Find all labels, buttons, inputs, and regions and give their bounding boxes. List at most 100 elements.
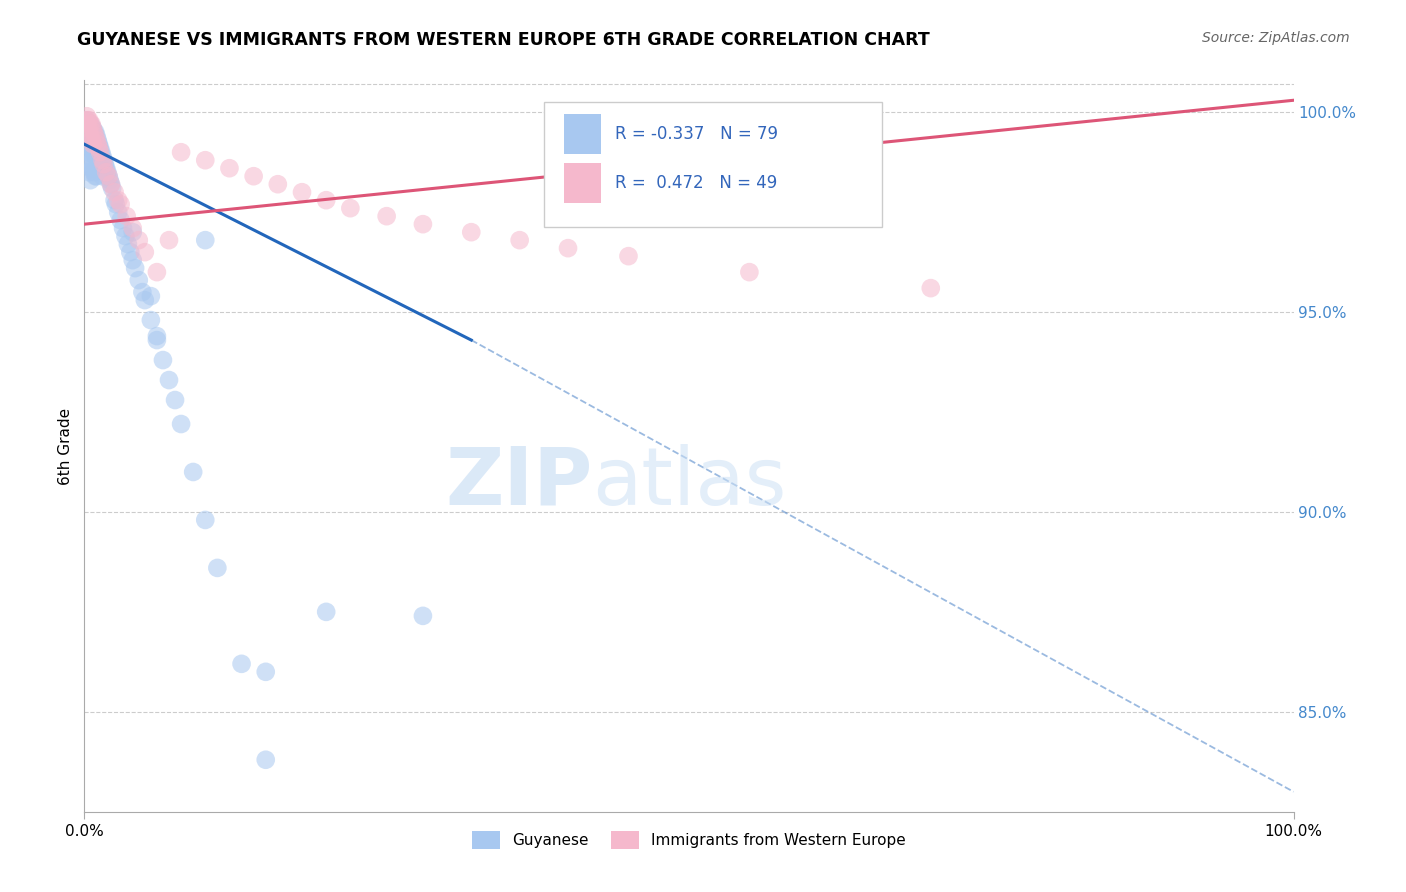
Point bbox=[920, 281, 942, 295]
Point bbox=[89, 145, 111, 160]
Point bbox=[104, 197, 127, 211]
Point bbox=[100, 178, 122, 192]
Point bbox=[315, 605, 337, 619]
Point bbox=[339, 201, 361, 215]
Point bbox=[291, 185, 314, 199]
Point bbox=[146, 265, 169, 279]
Point bbox=[76, 117, 98, 131]
Point bbox=[80, 133, 103, 147]
Point bbox=[254, 665, 277, 679]
Text: R =  0.472   N = 49: R = 0.472 N = 49 bbox=[616, 174, 778, 192]
Point bbox=[76, 133, 98, 147]
Point bbox=[194, 233, 217, 247]
Point bbox=[75, 145, 97, 160]
Point bbox=[134, 245, 156, 260]
Point bbox=[79, 133, 101, 147]
Point bbox=[77, 125, 100, 139]
Point bbox=[83, 165, 105, 179]
Point bbox=[254, 753, 277, 767]
Point bbox=[170, 145, 193, 160]
Point bbox=[375, 209, 398, 223]
Point bbox=[77, 137, 100, 152]
Point bbox=[315, 193, 337, 207]
FancyBboxPatch shape bbox=[544, 103, 883, 227]
Point bbox=[94, 161, 117, 176]
Point bbox=[165, 392, 187, 407]
Point bbox=[112, 221, 135, 235]
Point bbox=[104, 185, 127, 199]
Point bbox=[80, 141, 103, 155]
Text: GUYANESE VS IMMIGRANTS FROM WESTERN EUROPE 6TH GRADE CORRELATION CHART: GUYANESE VS IMMIGRANTS FROM WESTERN EURO… bbox=[77, 31, 931, 49]
Point bbox=[80, 121, 103, 136]
Point bbox=[83, 125, 105, 139]
Point bbox=[80, 161, 103, 176]
Point bbox=[82, 121, 104, 136]
Point bbox=[231, 657, 253, 671]
Point bbox=[207, 561, 229, 575]
Point bbox=[509, 233, 531, 247]
Point bbox=[131, 285, 153, 299]
Point bbox=[104, 193, 127, 207]
Point bbox=[86, 153, 108, 168]
Point bbox=[242, 169, 264, 184]
Point bbox=[94, 157, 117, 171]
Text: R = -0.337   N = 79: R = -0.337 N = 79 bbox=[616, 125, 778, 143]
Point bbox=[79, 173, 101, 187]
Point bbox=[98, 173, 121, 187]
Point bbox=[79, 153, 101, 168]
Point bbox=[79, 117, 101, 131]
Point bbox=[77, 113, 100, 128]
Point bbox=[83, 125, 105, 139]
Point bbox=[412, 608, 434, 623]
Point bbox=[96, 165, 118, 179]
Point bbox=[77, 121, 100, 136]
Point bbox=[128, 273, 150, 287]
Point bbox=[194, 153, 217, 168]
Point bbox=[91, 149, 114, 163]
Point bbox=[97, 169, 120, 184]
Point bbox=[86, 169, 108, 184]
Point bbox=[110, 197, 132, 211]
Point bbox=[557, 241, 579, 255]
Point bbox=[82, 121, 104, 136]
Legend: Guyanese, Immigrants from Western Europe: Guyanese, Immigrants from Western Europe bbox=[465, 824, 912, 855]
Point bbox=[84, 129, 107, 144]
Point bbox=[75, 113, 97, 128]
Point bbox=[139, 313, 162, 327]
Point bbox=[77, 165, 100, 179]
Point bbox=[157, 373, 180, 387]
Point bbox=[134, 293, 156, 307]
Point bbox=[90, 145, 112, 160]
Point bbox=[87, 141, 110, 155]
Point bbox=[139, 289, 162, 303]
Point bbox=[91, 169, 114, 184]
Point bbox=[77, 145, 100, 160]
Point bbox=[738, 265, 761, 279]
Point bbox=[82, 161, 104, 176]
Point bbox=[76, 109, 98, 123]
Point bbox=[460, 225, 482, 239]
Text: atlas: atlas bbox=[592, 443, 786, 522]
Point bbox=[146, 329, 169, 343]
Point bbox=[412, 217, 434, 231]
Point bbox=[89, 141, 111, 155]
Point bbox=[77, 117, 100, 131]
Point bbox=[97, 169, 120, 184]
Point bbox=[86, 133, 108, 147]
Point bbox=[84, 145, 107, 160]
Point bbox=[91, 153, 114, 168]
Point bbox=[617, 249, 640, 263]
Point bbox=[117, 237, 139, 252]
Point bbox=[80, 117, 103, 131]
Point bbox=[124, 261, 146, 276]
Point bbox=[107, 193, 129, 207]
Point bbox=[170, 417, 193, 431]
Point bbox=[218, 161, 240, 176]
Point bbox=[115, 209, 138, 223]
Point bbox=[181, 465, 204, 479]
Point bbox=[86, 149, 108, 163]
Point bbox=[114, 229, 136, 244]
Point bbox=[93, 153, 115, 168]
Point bbox=[76, 113, 98, 128]
Point bbox=[107, 205, 129, 219]
